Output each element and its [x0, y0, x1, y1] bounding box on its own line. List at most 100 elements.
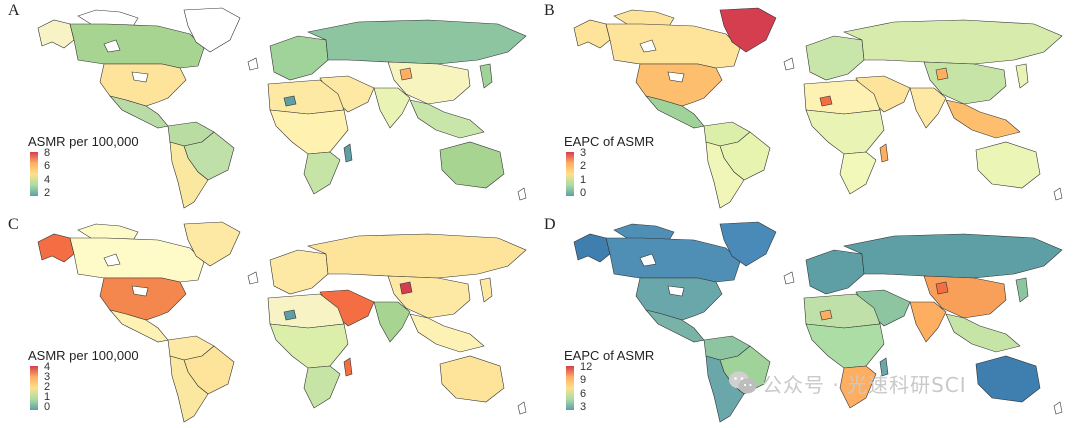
legend-tick-label: 4 — [44, 361, 51, 373]
lake-shape — [667, 285, 685, 297]
region-af-s — [839, 365, 877, 409]
world-map — [573, 7, 1063, 209]
legend-gradient — [566, 366, 574, 410]
panel-letter: C — [8, 216, 19, 233]
region-eu — [269, 35, 329, 81]
legend-colorbar — [30, 152, 38, 196]
region-spot3 — [879, 357, 889, 377]
watermark-text: 公众号 · 光速科研SCI — [762, 373, 967, 397]
region-spot1 — [935, 67, 949, 81]
panel-letter: D — [544, 216, 556, 233]
region-gl — [719, 221, 777, 267]
lake-shape — [103, 253, 121, 267]
region-jp — [479, 277, 493, 303]
region-sea — [409, 313, 485, 353]
region-ak — [573, 19, 611, 49]
legend-tick-label: 9 — [580, 374, 587, 387]
region-eu — [269, 249, 329, 295]
region-spot2 — [283, 95, 297, 107]
legend-tick-label: 4 — [44, 173, 51, 186]
region-in — [373, 87, 411, 129]
legend-tick-label: 1 — [44, 391, 51, 403]
region-af-s — [839, 151, 877, 195]
wechat-icon — [729, 371, 757, 394]
region-us — [99, 277, 187, 321]
region-jp — [1015, 63, 1029, 89]
lake-shape — [247, 57, 259, 71]
region-us — [99, 63, 187, 107]
legend-tick-label: 1 — [580, 173, 587, 186]
region-af-m — [805, 109, 885, 155]
region-sa-s — [705, 355, 745, 423]
region-in — [909, 301, 947, 343]
region-af-m — [269, 109, 349, 155]
lake-shape — [1053, 187, 1063, 201]
region-na — [69, 237, 205, 283]
lake-shape — [639, 39, 657, 53]
region-us — [635, 63, 723, 107]
legend-tick-label: 8 — [44, 147, 51, 159]
region-sa-s — [169, 141, 209, 209]
region-ak — [573, 233, 611, 263]
world-map — [573, 221, 1063, 423]
legend-gradient — [30, 152, 38, 196]
lake-shape — [667, 71, 685, 83]
region-sa-s — [705, 141, 745, 209]
lake-shape — [783, 271, 795, 285]
region-jp — [1015, 277, 1029, 303]
legend-title: EAPC of ASMR — [564, 348, 655, 363]
region-spot1 — [935, 281, 949, 295]
lake-shape — [131, 285, 149, 297]
region-ak — [37, 233, 75, 263]
region-ru — [843, 19, 1063, 65]
region-sea — [409, 99, 485, 139]
region-au — [439, 141, 505, 189]
legend-tick-label: 12 — [580, 361, 593, 373]
legend-title: EAPC of ASMR — [564, 134, 655, 149]
lake-shape — [131, 71, 149, 83]
legend-colorbar — [566, 366, 574, 410]
region-af-m — [805, 323, 885, 369]
region-af-s — [303, 151, 341, 195]
region-spot2 — [819, 95, 833, 107]
legend-tick-label: 6 — [44, 160, 51, 173]
region-in — [373, 301, 411, 343]
region-spot2 — [283, 309, 297, 321]
region-jp — [479, 63, 493, 89]
lake-shape — [517, 401, 527, 415]
legend-tick-label: 3 — [44, 371, 51, 383]
region-in — [909, 87, 947, 129]
region-spot3 — [879, 143, 889, 163]
map-legend: EAPC of ASMR 12 9 6 3 — [564, 348, 734, 418]
panel-letter: A — [8, 2, 20, 19]
watermark: 公众号 · 光速科研SCI — [728, 368, 1076, 400]
region-us — [635, 277, 723, 321]
region-au — [975, 355, 1041, 403]
region-af-s — [303, 365, 341, 409]
lake-shape — [639, 253, 657, 267]
region-spot2 — [819, 309, 833, 321]
lake-shape — [517, 187, 527, 201]
region-na — [605, 23, 741, 69]
region-gl — [183, 7, 241, 53]
region-na — [69, 23, 205, 69]
region-ak — [37, 19, 75, 49]
legend-tick-label: 2 — [44, 381, 51, 393]
region-ru — [307, 19, 527, 65]
legend-tick-label: 6 — [580, 387, 587, 400]
region-eu — [805, 35, 865, 81]
region-au — [439, 355, 505, 403]
region-ru — [307, 233, 527, 279]
world-map — [37, 221, 527, 423]
region-sea — [945, 313, 1021, 353]
legend-tick-label: 2 — [580, 160, 587, 173]
legend-gradient — [566, 152, 574, 196]
region-spot3 — [343, 143, 353, 163]
legend-tick-label: 3 — [580, 401, 587, 413]
region-spot1 — [399, 67, 413, 81]
